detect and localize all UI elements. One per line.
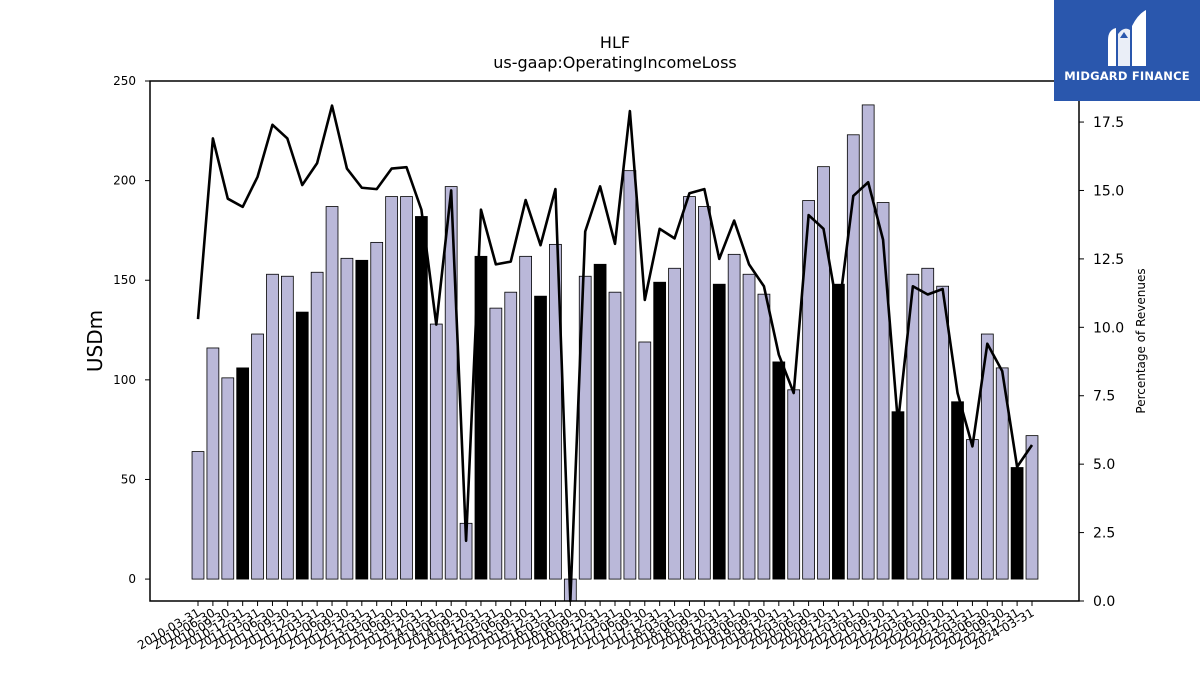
y-tick-label: 50	[121, 472, 136, 486]
bar	[370, 241, 384, 580]
y2-tick-label: 2.5	[1093, 526, 1115, 542]
y2-axis-label: Percentage of Revenues	[1134, 268, 1148, 413]
y-axis-label: USDm	[83, 310, 107, 372]
bar	[757, 293, 771, 580]
y2-tick-label: 15.0	[1093, 183, 1124, 199]
bar	[638, 341, 652, 580]
bar	[251, 333, 264, 580]
bar	[876, 202, 890, 580]
bar	[474, 255, 488, 580]
bar	[712, 283, 726, 580]
bar	[608, 291, 622, 580]
bar	[325, 206, 339, 580]
y2-tick-label: 0.0	[1093, 594, 1115, 610]
bar	[802, 200, 815, 580]
bar	[534, 295, 547, 580]
logo-mark-icon	[1108, 10, 1146, 66]
bar	[578, 275, 592, 580]
bar	[280, 275, 294, 580]
bar	[623, 170, 637, 580]
bar	[504, 291, 518, 580]
bar	[400, 196, 413, 580]
bar	[429, 323, 443, 580]
bar	[936, 285, 950, 580]
y-tick-label: 200	[113, 174, 136, 188]
bar	[846, 134, 860, 580]
y-tick-label: 100	[113, 373, 136, 387]
y2-tick-label: 5.0	[1093, 457, 1115, 473]
bar	[817, 166, 830, 580]
bar	[951, 401, 964, 580]
y-axis-right: 0.0 2.5 5.0 7.5 10.0 12.5 15.0 17.5	[1079, 115, 1124, 610]
bar	[668, 267, 681, 580]
bar	[683, 196, 696, 580]
bar	[266, 273, 279, 580]
bar	[832, 283, 845, 580]
y2-tick-label: 17.5	[1093, 115, 1124, 131]
bar	[742, 273, 756, 580]
bar	[206, 347, 220, 580]
y2-tick-label: 7.5	[1093, 389, 1115, 405]
bar	[995, 367, 1009, 580]
bar	[340, 257, 354, 580]
bar	[787, 389, 801, 580]
bar	[966, 439, 979, 580]
bar	[1025, 435, 1039, 580]
bar	[444, 186, 458, 580]
bars-group	[191, 104, 1039, 602]
bar	[1010, 467, 1024, 580]
bar	[593, 263, 607, 580]
logo-text: MIDGARD FINANCE	[1064, 69, 1190, 83]
y-tick-label: 0	[128, 572, 136, 586]
bar	[549, 243, 562, 580]
x-axis: 2010-03-312010-06-302010-09-302010-12-31…	[135, 601, 1037, 652]
bar	[415, 216, 428, 580]
bar	[519, 255, 533, 580]
bar	[727, 253, 741, 580]
y-tick-label: 250	[113, 74, 136, 88]
y2-tick-label: 10.0	[1093, 320, 1124, 336]
y2-tick-label: 12.5	[1093, 252, 1124, 268]
bar	[653, 281, 667, 580]
bar	[861, 104, 875, 580]
logo: MIDGARD FINANCE	[1054, 0, 1200, 101]
bar	[295, 311, 309, 580]
bar	[489, 307, 503, 580]
bar	[236, 367, 250, 580]
bar	[310, 271, 324, 580]
chart-title: HLF	[600, 33, 630, 52]
line-group	[196, 104, 1034, 603]
chart-subtitle: us-gaap:OperatingIncomeLoss	[493, 53, 737, 72]
bar	[921, 267, 935, 580]
y-axis-left: 0 50 100 150 200 250	[113, 74, 150, 586]
y-tick-label: 150	[113, 273, 136, 287]
bar	[191, 451, 205, 580]
bar	[772, 361, 786, 580]
bar	[385, 196, 398, 580]
bar	[221, 377, 235, 580]
bar	[698, 206, 711, 580]
bar	[980, 333, 994, 580]
bar	[891, 411, 905, 580]
bar	[906, 273, 920, 580]
bar	[355, 259, 369, 580]
percentage-line	[196, 104, 1034, 603]
